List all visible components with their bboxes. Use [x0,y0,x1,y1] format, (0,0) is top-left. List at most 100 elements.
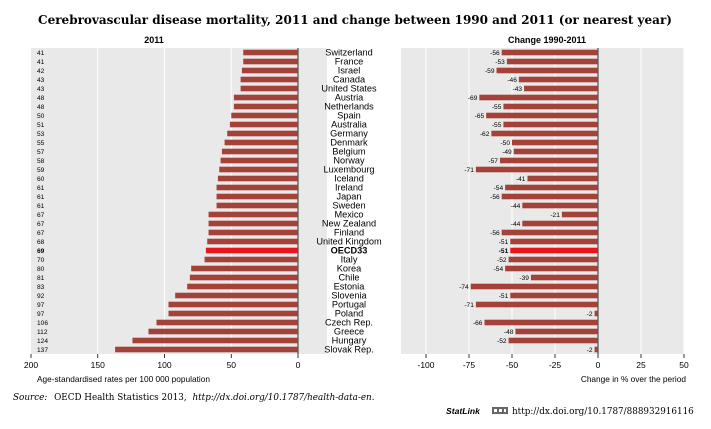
right-value-label: -2 [587,311,593,318]
country-label: Finland [334,228,364,238]
left-panel-background [31,48,327,354]
right-tick-label: 25 [636,360,646,370]
right-tick-label: -25 [549,360,562,370]
right-tick-label: -75 [463,360,476,370]
country-label: Mexico [334,210,363,220]
right-bar [499,157,598,164]
left-value-label: 83 [37,284,45,291]
right-tick-label: 50 [679,360,689,370]
right-bar [515,328,598,335]
right-bar [524,85,598,92]
left-bar [115,346,298,353]
country-label: United Kingdom [316,237,382,247]
left-bar [229,121,298,128]
left-bar [148,328,298,335]
left-value-label: 61 [37,194,45,201]
right-bar [501,49,598,56]
source-link[interactable]: http://dx.doi.org/10.1787/health-data-en [192,393,372,403]
right-value-label: -54 [494,266,504,273]
right-bar [501,193,598,200]
right-bar [486,112,598,119]
statlink-url[interactable]: http://dx.doi.org/10.1787/888932916116 [512,407,694,417]
right-value-label: -66 [473,320,483,327]
country-label: Austria [335,93,364,103]
country-label: Canada [333,75,366,85]
left-value-label: 81 [37,275,45,282]
right-bar [527,175,598,182]
right-value-label: -21 [550,212,560,219]
country-label: Chile [339,273,360,283]
left-value-label: 53 [37,131,45,138]
right-panel-background [401,48,684,354]
right-bar [510,247,598,254]
right-tick-label: -100 [417,360,434,370]
right-value-label: -52 [497,257,507,264]
left-value-label: 43 [37,77,45,84]
right-bar [513,148,598,155]
left-bar [208,229,298,236]
right-value-label: -54 [494,185,504,192]
right-value-label: -74 [459,284,469,291]
right-panel-title: Change 1990-2011 [508,35,586,45]
country-label: Ireland [335,183,363,193]
right-bar [475,166,598,173]
right-value-label: -69 [468,95,478,102]
left-bar [191,265,298,272]
right-bar [479,94,598,101]
left-panel-x-ticks: 200 150 100 50 0 [24,354,301,370]
country-label: Japan [336,192,361,202]
country-label: Sweden [332,201,365,211]
left-value-label: 112 [37,329,48,336]
left-panel-x-axis-label: Age-standardised rates per 100 000 popul… [37,374,210,384]
right-value-label: -65 [475,113,485,120]
country-label: Israel [338,66,360,76]
country-label: Spain [337,111,361,121]
country-label: Portugal [332,300,366,310]
country-label: Australia [331,120,368,130]
right-bar [510,292,598,299]
right-value-label: -43 [513,86,523,93]
country-label: New Zealand [322,219,376,229]
country-label: OECD33 [331,246,368,256]
right-value-label: -53 [495,59,505,66]
source-end: . [372,393,375,403]
left-bar [220,157,298,164]
left-tick-label: 100 [157,360,171,370]
left-bar [243,58,298,65]
right-panel-x-axis-label: Change in % over the period [581,374,687,384]
left-value-label: 124 [37,338,48,345]
right-panel-bars [470,49,598,353]
left-value-label: 92 [37,293,45,300]
statlink-logo-icon [492,407,508,414]
country-label: Korea [337,264,362,274]
left-bar [240,76,298,83]
left-value-label: 60 [37,176,45,183]
right-value-label: -52 [497,338,507,345]
left-tick-label: 0 [296,360,301,370]
right-bar [491,130,598,137]
country-label: Norway [333,156,365,166]
right-bar [508,337,598,344]
country-label: Poland [335,309,364,319]
right-value-label: -59 [485,68,495,75]
left-bar [233,94,298,101]
source-label: Source: [13,393,47,403]
country-label: Czech Rep. [325,318,373,328]
left-bar [208,220,298,227]
right-bar [522,202,598,209]
statlink-word: StatLink [446,406,481,416]
country-label: Germany [330,129,368,139]
right-panel-value-labels: -56-53-59-46-43-69-55-65-55-62-50-49-57-… [459,50,593,354]
right-value-label: -2 [587,347,593,354]
right-value-label: -71 [464,167,474,174]
left-value-label: 106 [37,320,48,327]
country-label: Switzerland [325,48,373,58]
right-bar [505,184,598,191]
country-label: Slovenia [331,291,367,301]
left-value-label: 97 [37,302,45,309]
right-bar [470,283,598,290]
right-value-label: -56 [490,50,500,57]
country-label: Iceland [334,174,364,184]
right-bar [484,319,598,326]
